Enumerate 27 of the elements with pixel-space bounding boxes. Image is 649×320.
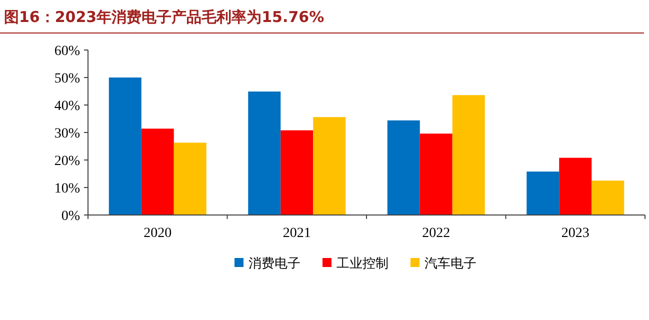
y-tick-label: 20% <box>54 154 80 169</box>
x-tick-label: 2021 <box>282 226 311 241</box>
bar <box>108 78 142 215</box>
bar <box>452 95 485 215</box>
y-tick-label: 10% <box>54 181 80 196</box>
legend-label: 汽车电子 <box>424 256 476 272</box>
y-tick-label: 0% <box>61 208 80 224</box>
bar <box>141 128 174 215</box>
bar <box>313 117 346 215</box>
y-tick-label: 60% <box>54 44 80 59</box>
bar <box>174 142 206 215</box>
bar <box>280 130 314 215</box>
bar <box>592 180 624 215</box>
y-tick-label: 50% <box>54 71 80 86</box>
x-tick-label: 2023 <box>561 226 590 241</box>
x-tick-label: 2022 <box>422 226 450 241</box>
legend-label: 消费电子 <box>248 256 300 272</box>
x-tick-label: 2020 <box>144 226 172 241</box>
legend-label: 工业控制 <box>336 256 388 272</box>
y-tick-label: 40% <box>54 98 80 114</box>
chart-title: 图16：2023年消费电子产品毛利率为15.76% <box>4 8 324 26</box>
bar <box>387 120 420 215</box>
y-tick-label: 30% <box>54 126 80 142</box>
bar <box>559 158 592 215</box>
bar <box>248 92 281 215</box>
bar <box>526 172 560 215</box>
bar <box>420 134 452 215</box>
